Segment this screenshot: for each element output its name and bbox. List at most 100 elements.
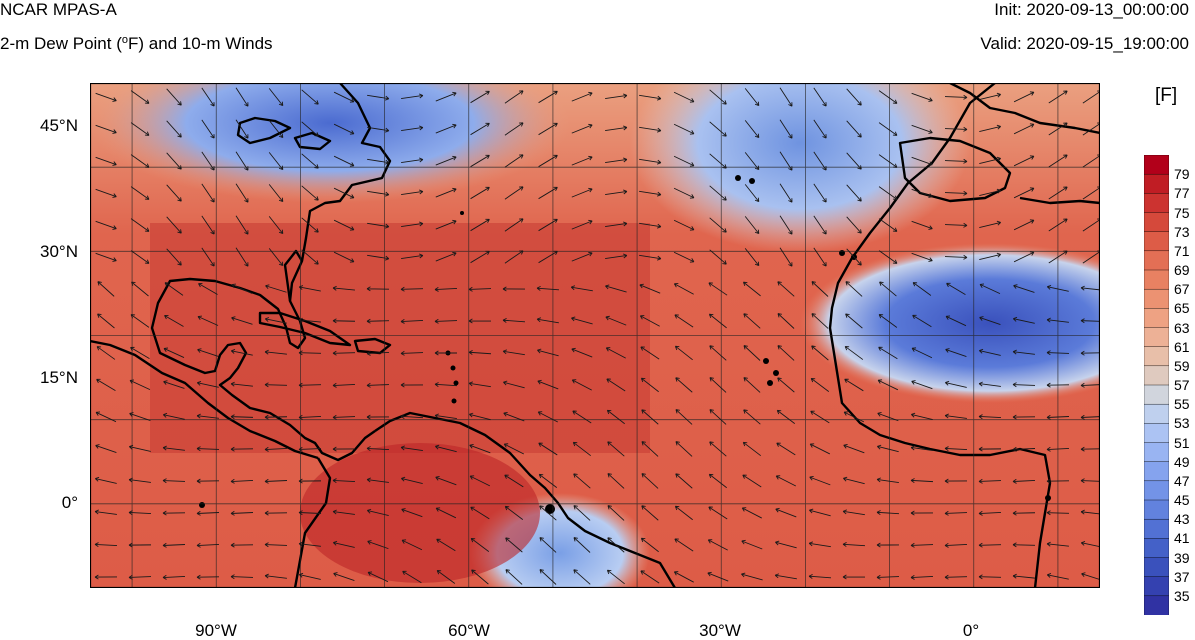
wind-arrow: [571, 155, 593, 166]
wind-arrow: [268, 88, 284, 107]
wind-arrow: [539, 505, 557, 521]
lat-tick-15n: 15°N: [40, 368, 78, 387]
wind-arrow: [639, 283, 661, 294]
wind-arrow: [571, 219, 593, 230]
wind-arrow: [673, 187, 695, 199]
wind-arrow: [843, 411, 865, 423]
wind-arrow: [607, 505, 625, 521]
wind-arrow: [95, 156, 117, 166]
wind-arrow: [1013, 284, 1035, 293]
wind-arrow: [775, 507, 797, 518]
wind-arrow: [605, 315, 627, 326]
wind-arrow: [673, 283, 694, 295]
wind-arrow: [744, 152, 760, 171]
wind-arrow: [675, 441, 693, 457]
wind-arrow: [301, 121, 319, 137]
wind-arrow: [536, 317, 559, 324]
wind-arrow: [571, 379, 592, 391]
wind-arrow: [94, 542, 118, 548]
wind-arrow: [469, 443, 491, 454]
wind-arrow: [709, 185, 727, 201]
wind-arrow: [366, 286, 390, 292]
wind-arrow: [606, 569, 625, 585]
wind-arrow: [1048, 250, 1068, 264]
wind-arrow: [777, 377, 795, 393]
map-frame: [90, 83, 1100, 588]
wind-arrow: [539, 569, 557, 585]
wind-arrow: [1048, 122, 1068, 136]
wind-arrow: [607, 441, 625, 457]
wind-arrow: [230, 381, 253, 387]
wind-arrow: [268, 184, 284, 203]
wind-arrow: [1048, 90, 1068, 104]
wind-arrow: [301, 153, 319, 169]
wind-arrow: [503, 411, 525, 422]
wind-arrow: [573, 473, 591, 489]
wind-arrow: [639, 222, 662, 229]
wind-arrow: [1046, 414, 1070, 420]
wind-arrow: [436, 570, 456, 584]
wind-arrow: [95, 92, 117, 102]
wind-arrow: [777, 281, 795, 297]
wind-arrow: [776, 409, 796, 425]
wind-arrow: [846, 184, 862, 202]
wind-arrow: [231, 283, 253, 294]
wind-arrow: [878, 90, 898, 104]
wind-arrow: [504, 186, 524, 200]
wind-arrow: [743, 345, 761, 361]
wind-arrow: [944, 222, 968, 228]
wind-arrow: [1046, 284, 1069, 292]
wind-arrow: [97, 313, 115, 329]
wind-arrow: [230, 446, 254, 452]
wind-arrow: [606, 378, 626, 392]
field-title-prefix: 2-m Dew Point (: [0, 34, 122, 53]
colorbar-label: 67: [1174, 281, 1190, 298]
wind-arrow: [235, 151, 249, 171]
lat-lon-grid: [90, 83, 1100, 588]
wind-arrow: [434, 318, 458, 324]
wind-arrow: [468, 381, 491, 388]
wind-arrow: [537, 348, 559, 357]
wind-arrow: [400, 318, 424, 324]
wind-arrow: [131, 281, 149, 297]
wind-arrow: [1012, 573, 1035, 579]
colorbar-label: 39: [1174, 549, 1190, 566]
cuba-coast: [258, 311, 352, 347]
wind-arrow: [367, 158, 390, 165]
wind-arrow: [978, 510, 1002, 516]
wind-arrow: [95, 188, 117, 198]
marajo-island: [545, 504, 555, 514]
wind-arrow: [944, 380, 967, 388]
wind-arrow: [605, 93, 628, 99]
wind-arrow: [813, 151, 827, 171]
wind-arrow: [435, 444, 457, 453]
wind-arrow: [264, 382, 288, 388]
wind-arrow: [333, 251, 355, 263]
wind-arrow: [1048, 218, 1068, 232]
wind-arrow: [944, 542, 968, 548]
wind-arrow: [163, 347, 185, 358]
wind-arrow: [1012, 542, 1036, 548]
wind-arrow: [332, 509, 355, 515]
colorbar-label: 45: [1174, 492, 1190, 508]
wind-arrow: [1013, 251, 1035, 263]
wind-arrow: [366, 414, 390, 420]
wind-arrow: [707, 539, 728, 551]
wind-arrow: [538, 122, 558, 136]
wind-arrow: [743, 409, 761, 425]
wind-arrow: [877, 444, 899, 453]
cape-verde-island: [773, 370, 779, 376]
field-title-suffix: F) and 10-m Winds: [128, 34, 273, 53]
wind-arrow: [944, 94, 968, 100]
wind-arrow: [130, 122, 150, 136]
wind-arrow: [128, 542, 152, 548]
wind-arrow: [708, 313, 727, 329]
lon-tick-30w: 30°W: [699, 621, 741, 640]
wind-arrow: [776, 442, 796, 456]
wind-arrow: [779, 183, 793, 203]
wind-arrow: [946, 282, 966, 296]
wind-arrow: [1012, 510, 1036, 516]
wind-arrow: [504, 474, 524, 488]
wind-arrow: [332, 478, 356, 484]
wind-arrow: [201, 119, 215, 139]
